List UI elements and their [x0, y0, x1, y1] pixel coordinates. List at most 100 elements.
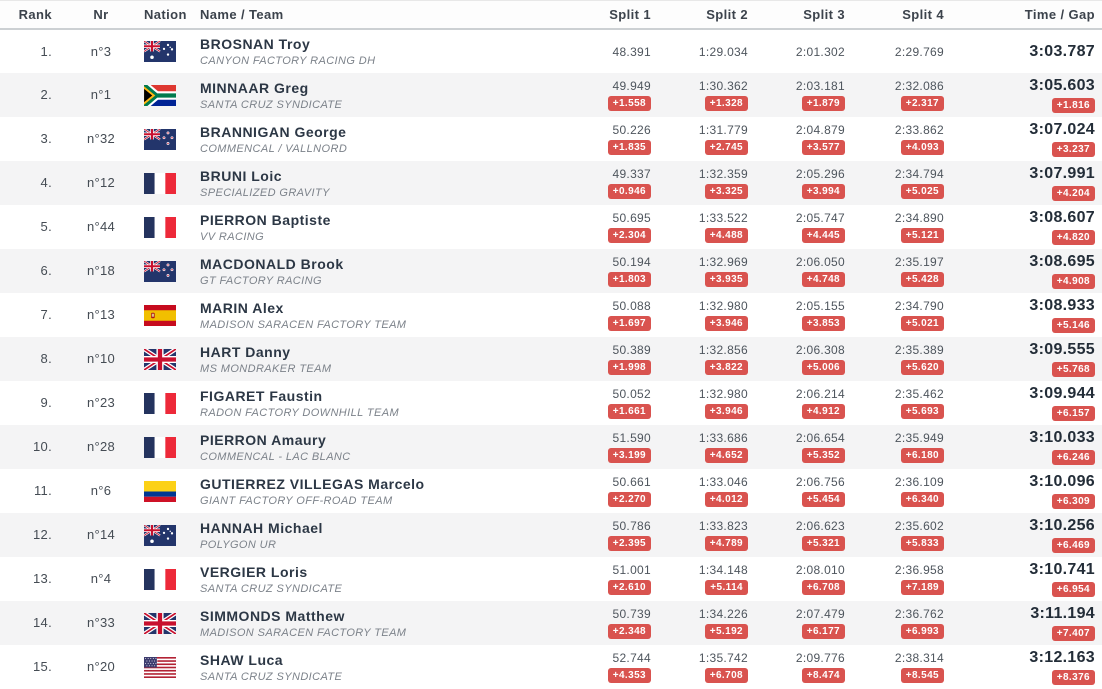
gap-badge: +6.177	[801, 624, 845, 639]
split2-cell: 1:32.980 +3.946	[656, 381, 753, 425]
total-time: 3:08.933	[1029, 297, 1095, 314]
rider-name: MINNAAR Greg	[200, 79, 309, 96]
nation-cell	[144, 469, 196, 513]
gap-badge: +4.748	[801, 272, 845, 287]
gap-badge: +4.652	[704, 448, 748, 463]
gap-badge: +4.353	[607, 668, 651, 683]
split2-cell: 1:33.046 +4.012	[656, 469, 753, 513]
split-gap-line: +7.189	[850, 580, 944, 595]
gap-badge: +4.789	[704, 536, 748, 551]
split-gap-line: +3.946	[656, 404, 748, 419]
total-gap-line: +6.469	[949, 538, 1095, 553]
split2-cell: 1:35.742 +6.708	[656, 645, 753, 689]
rider-name: SHAW Luca	[200, 651, 284, 668]
gap-badge: +2.610	[607, 580, 651, 595]
rank-value: 14.	[33, 615, 52, 630]
flag-icon-esp	[144, 304, 176, 326]
split-time: 2:29.769	[894, 44, 944, 59]
bib-number: n°10	[86, 351, 116, 366]
rank-cell: 11.	[0, 469, 58, 513]
total-gap-line: +5.768	[949, 362, 1095, 377]
split1-cell: 50.661 +2.270	[560, 469, 656, 513]
split-gap-line: +5.192	[656, 624, 748, 639]
gap-badge: +6.708	[801, 580, 845, 595]
bib-number: n°18	[86, 263, 116, 278]
split-time: 2:35.949	[894, 431, 944, 445]
split-time: 2:06.308	[795, 343, 845, 357]
name-team-cell: BRUNI Loic SPECIALIZED GRAVITY	[196, 161, 560, 205]
split-time: 1:34.148	[698, 563, 748, 577]
number-cell: n°18	[58, 249, 144, 293]
nation-cell	[144, 249, 196, 293]
gap-badge: +5.025	[900, 184, 944, 199]
gap-badge: +3.199	[607, 448, 651, 463]
name-team-cell: MINNAAR Greg SANTA CRUZ SYNDICATE	[196, 73, 560, 117]
split-gap-line: +5.006	[753, 360, 845, 375]
split-gap-line: +6.993	[850, 624, 944, 639]
nation-cell	[144, 601, 196, 645]
split-gap-line: +5.428	[850, 272, 944, 287]
split-gap-line: +6.180	[850, 448, 944, 463]
table-row: 10. n°28 PIERRON Amaury COMMENCAL - LAC BLA…	[0, 425, 1102, 469]
gap-badge: +4.912	[801, 404, 845, 419]
split-time: 50.661	[612, 475, 651, 489]
number-cell: n°44	[58, 205, 144, 249]
team-name: RADON FACTORY DOWNHILL TEAM	[200, 406, 400, 419]
team-name: MADISON SARACEN FACTORY TEAM	[200, 626, 407, 639]
gap-badge: +6.708	[704, 668, 748, 683]
split1-cell: 50.194 +1.803	[560, 249, 656, 293]
split-gap-line: +2.395	[560, 536, 651, 551]
total-gap-line: +4.908	[949, 274, 1095, 289]
name-team-cell: PIERRON Amaury COMMENCAL - LAC BLANC	[196, 425, 560, 469]
gap-badge: +1.697	[607, 316, 651, 331]
team-name: VV RACING	[200, 230, 265, 243]
rider-name: MARIN Alex	[200, 299, 284, 316]
bib-number: n°12	[86, 175, 116, 190]
total-gap-line: +6.954	[949, 582, 1095, 597]
name-team-cell: MARIN Alex MADISON SARACEN FACTORY TEAM	[196, 293, 560, 337]
nation-cell	[144, 381, 196, 425]
total-gap-line: +4.204	[949, 186, 1095, 201]
nation-cell	[144, 337, 196, 381]
split-gap-line: +1.328	[656, 96, 748, 111]
split-gap-line: +3.935	[656, 272, 748, 287]
split-time: 50.194	[612, 255, 651, 269]
split-time: 2:05.747	[795, 211, 845, 225]
nation-cell	[144, 557, 196, 601]
gap-badge: +5.768	[1051, 362, 1095, 377]
gap-badge: +1.879	[801, 96, 845, 111]
name-team-cell: VERGIER Loris SANTA CRUZ SYNDICATE	[196, 557, 560, 601]
gap-badge: +5.352	[801, 448, 845, 463]
gap-badge: +1.835	[607, 140, 651, 155]
split-time: 50.786	[612, 519, 651, 533]
name-team-cell: PIERRON Baptiste VV RACING	[196, 205, 560, 249]
name-team-cell: BROSNAN Troy CANYON FACTORY RACING DH	[196, 29, 560, 73]
split-gap-line: +2.270	[560, 492, 651, 507]
split2-cell: 1:33.823 +4.789	[656, 513, 753, 557]
number-cell: n°13	[58, 293, 144, 337]
gap-badge: +8.376	[1051, 670, 1095, 685]
split1-cell: 50.052 +1.661	[560, 381, 656, 425]
split-time: 1:32.980	[698, 299, 748, 313]
number-cell: n°23	[58, 381, 144, 425]
gap-badge: +8.545	[900, 668, 944, 683]
nation-cell	[144, 425, 196, 469]
gap-badge: +8.474	[801, 668, 845, 683]
gap-badge: +6.246	[1051, 450, 1095, 465]
total-time: 3:10.256	[1029, 517, 1095, 534]
split-time: 2:34.794	[894, 167, 944, 181]
gap-badge: +3.822	[704, 360, 748, 375]
gap-badge: +5.428	[900, 272, 944, 287]
split-gap-line: +5.352	[753, 448, 845, 463]
gap-badge: +7.189	[900, 580, 944, 595]
rank-value: 8.	[40, 351, 52, 366]
split-gap-line: +6.177	[753, 624, 845, 639]
total-gap-line: +4.820	[949, 230, 1095, 245]
name-team-cell: GUTIERREZ VILLEGAS Marcelo GIANT FACTORY …	[196, 469, 560, 513]
team-name: SPECIALIZED GRAVITY	[200, 186, 330, 199]
gap-badge: +3.577	[801, 140, 845, 155]
name-team-cell: MACDONALD Brook GT FACTORY RACING	[196, 249, 560, 293]
split-time: 1:35.742	[698, 651, 748, 665]
split3-cell: 2:07.479 +6.177	[753, 601, 850, 645]
